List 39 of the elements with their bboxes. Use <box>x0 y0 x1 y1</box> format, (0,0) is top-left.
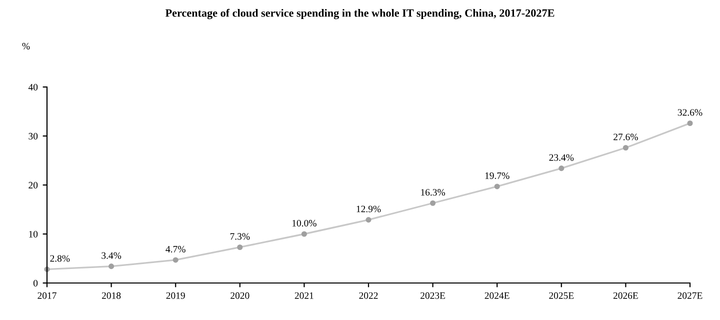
chart-title: Percentage of cloud service spending in the whole IT spending, China, 2017-2027E <box>165 8 554 20</box>
point <box>108 264 114 270</box>
point <box>430 200 436 206</box>
data-label: 4.7% <box>166 246 186 252</box>
data-label: 19.7% <box>485 172 510 179</box>
y-axis-title: % <box>22 42 30 50</box>
point <box>366 217 372 223</box>
point <box>558 166 564 172</box>
data-label: 12.9% <box>356 206 381 212</box>
y-tick-label: 0 <box>33 280 38 286</box>
x-tick-label: 2022 <box>359 292 378 299</box>
x-tick-label: 2020 <box>230 292 250 299</box>
data-label: 16.3% <box>421 189 446 196</box>
x-tick-label: 2024E <box>484 292 510 299</box>
x-tick-label: 2027E <box>678 292 702 299</box>
y-tick-label: 20 <box>28 182 38 188</box>
y-tick-label: 30 <box>28 132 38 140</box>
data-label: 10.0% <box>292 220 316 227</box>
y-tick-label: 10 <box>29 230 38 238</box>
x-tick-label: 2023E <box>420 292 446 299</box>
point <box>494 184 500 190</box>
point <box>172 257 178 263</box>
data-label: 3.4% <box>102 252 122 259</box>
data-label: 7.3% <box>230 233 250 240</box>
data-label: 23.4% <box>549 154 574 161</box>
data-label: 32.6% <box>678 109 702 116</box>
data-label: 2.8% <box>50 255 70 262</box>
y-tick-label: 40 <box>28 84 38 90</box>
x-tick-label: 2025E <box>549 292 574 299</box>
point <box>237 244 243 250</box>
x-tick-label: 2019 <box>166 292 185 299</box>
x-tick-label: 2026E <box>613 292 638 299</box>
x-tick-label: 2017 <box>38 292 56 299</box>
x-tick-label: 2021 <box>294 292 314 299</box>
data-label: 27.6% <box>614 134 638 140</box>
point <box>622 144 628 151</box>
point <box>687 120 693 126</box>
point <box>301 231 307 237</box>
x-tick-label: 2018 <box>102 292 121 299</box>
